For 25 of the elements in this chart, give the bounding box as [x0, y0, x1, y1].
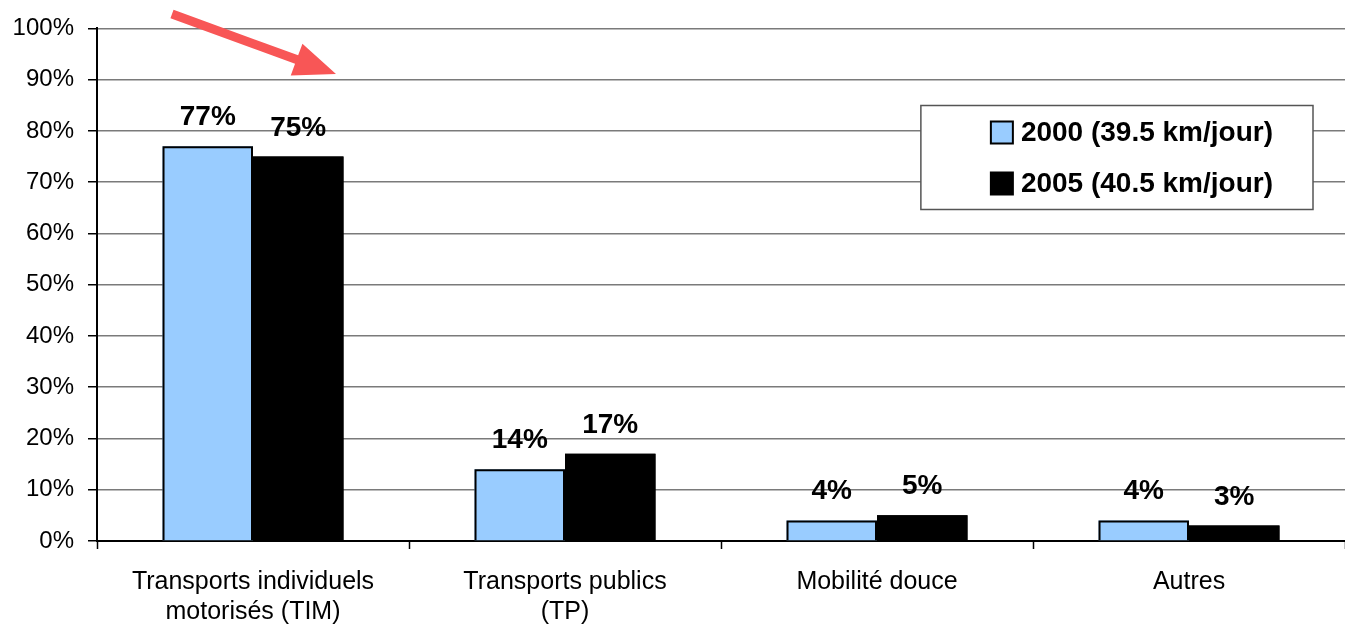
data-label: 4%: [811, 474, 853, 506]
data-label: 3%: [1214, 479, 1255, 511]
y-tick-label: 70%: [25, 166, 74, 194]
y-tick-label: 60%: [25, 218, 74, 246]
data-label: 75%: [270, 110, 327, 142]
y-tick-label: 30%: [25, 371, 74, 399]
data-label: 5%: [902, 469, 943, 501]
y-tick-label: 90%: [25, 64, 74, 92]
y-tick-label: 50%: [25, 269, 74, 297]
data-label: 14%: [491, 423, 548, 455]
y-tick-label: 20%: [25, 423, 74, 451]
x-tick-label: Transports individuels motorisés (TIM): [131, 565, 375, 624]
x-tick-label: Transports publics (TP): [463, 565, 667, 624]
legend-label: 2005 (40.5 km/jour): [1020, 167, 1273, 199]
data-label: 17%: [582, 407, 639, 439]
data-label: 4%: [1123, 474, 1165, 506]
y-tick-label: 40%: [25, 320, 74, 348]
y-tick-label: 10%: [25, 474, 74, 502]
data-label: 77%: [179, 100, 236, 132]
legend-label: 2000 (39.5 km/jour): [1020, 116, 1273, 148]
y-tick-label: 0%: [39, 525, 74, 553]
x-tick-label: Mobilité douce: [796, 565, 958, 594]
y-tick-label: 100%: [12, 13, 74, 41]
y-tick-label: 80%: [25, 115, 74, 143]
x-tick-label: Autres: [1152, 565, 1226, 594]
